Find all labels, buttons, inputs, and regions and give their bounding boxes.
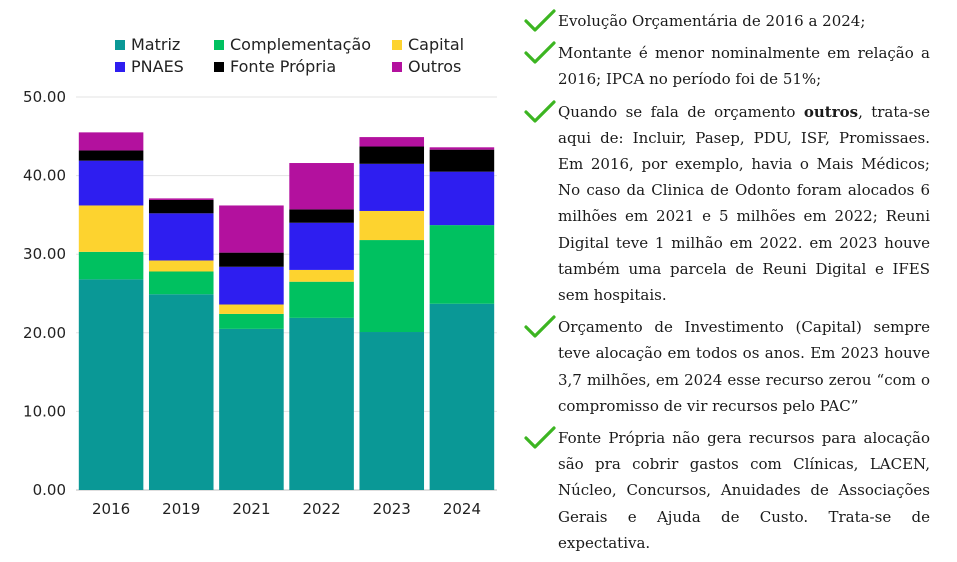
note-text: Orçamento de Investimento (Capital) semp… (558, 318, 930, 415)
bar-segment (359, 240, 425, 333)
note-outros: Quando se fala de orçamento outros, trat… (520, 99, 930, 309)
note-fonte-propria: Fonte Própria não gera recursos para alo… (520, 425, 930, 556)
bar-segment (429, 149, 495, 172)
legend-label: Fonte Própria (230, 57, 336, 76)
bar-segment (359, 163, 425, 211)
x-tick-label: 2022 (302, 500, 340, 518)
bar-segment (219, 313, 284, 329)
bar-segment (219, 328, 284, 490)
chart-gridlines (76, 96, 497, 491)
bar-segment (219, 205, 284, 253)
bar-segment (289, 222, 354, 270)
bar-segment (78, 160, 144, 206)
legend-label: Outros (408, 57, 461, 76)
legend-label: Capital (408, 35, 464, 54)
legend-swatch (115, 40, 125, 50)
bar-segment (148, 213, 214, 261)
x-tick-label: 2016 (92, 500, 130, 518)
legend-swatch (214, 62, 224, 72)
note-text-end: , trata-se aqui de: Incluir, Pasep, PDU,… (558, 102, 930, 305)
legend-swatch (392, 62, 402, 72)
green-checkmark-icon (524, 41, 556, 65)
y-tick-label: 40.00 (23, 167, 66, 185)
bar-segment (78, 150, 144, 161)
note-text-bold: outros (803, 102, 859, 121)
chart-legend: Matriz Complementação Capital PNAES Fonte Pr… (115, 35, 464, 76)
y-tick-label: 50.00 (23, 88, 66, 106)
legend-label: Matriz (131, 35, 180, 54)
bar-segment (148, 260, 214, 272)
x-axis: 2016 2019 2021 2022 2023 2024 (92, 500, 481, 518)
legend-swatch (214, 40, 224, 50)
bar-segment (429, 171, 495, 226)
note-evolucao: Evolução Orçamentária de 2016 a 2024; (520, 8, 930, 34)
note-text: Fonte Própria não gera recursos para alo… (558, 429, 930, 552)
bar-segment (289, 317, 354, 490)
legend-swatch (115, 62, 125, 72)
note-text-start: Quando se fala de orçamento (558, 102, 804, 121)
bar-segment (289, 209, 354, 223)
green-checkmark-icon (524, 100, 556, 124)
bar-segment (148, 294, 214, 490)
y-tick-label: 20.00 (23, 324, 66, 342)
bar-segment (78, 132, 144, 151)
y-tick-label: 10.00 (23, 402, 66, 420)
y-tick-label: 30.00 (23, 245, 66, 263)
bar-segment (148, 199, 214, 214)
y-axis: 0.00 10.00 20.00 30.00 40.00 50.00 (23, 88, 66, 499)
legend-swatch (392, 40, 402, 50)
green-checkmark-icon (524, 9, 556, 33)
bar-segment (78, 205, 144, 252)
x-tick-label: 2024 (443, 500, 481, 518)
note-text: Quando se fala de orçamento outros, trat… (558, 99, 930, 309)
bar-segment (148, 198, 214, 200)
stacked-bar-chart: Matriz Complementação Capital PNAES Fonte Pr… (23, 35, 497, 518)
notes-panel: Evolução Orçamentária de 2016 a 2024; Mo… (520, 8, 930, 562)
bar-segment (429, 225, 495, 304)
note-text: Evolução Orçamentária de 2016 a 2024; (558, 12, 866, 30)
y-tick-label: 0.00 (33, 481, 66, 499)
green-checkmark-icon (524, 426, 556, 450)
bar-segment (148, 271, 214, 295)
bar-segment (429, 147, 495, 150)
note-montante: Montante é menor nominalmente em relação… (520, 40, 930, 92)
x-tick-label: 2023 (373, 500, 411, 518)
legend-label: Complementação (230, 35, 371, 54)
note-capital: Orçamento de Investimento (Capital) semp… (520, 314, 930, 419)
bar-segment (359, 332, 425, 490)
bar-segment (429, 303, 495, 490)
bar-segment (78, 279, 144, 490)
bar-segment (359, 146, 425, 164)
bar-segment (219, 304, 284, 314)
bar-segment (219, 266, 284, 305)
bar-segment (359, 210, 425, 241)
bar-segment (289, 281, 354, 318)
green-checkmark-icon (524, 315, 556, 339)
bar-segment (289, 163, 354, 210)
chart-bars (78, 132, 495, 490)
bar-segment (359, 137, 425, 147)
bar-segment (289, 269, 354, 282)
bar-segment (78, 251, 144, 280)
note-text: Montante é menor nominalmente em relação… (558, 44, 930, 89)
legend-label: PNAES (131, 57, 184, 76)
bar-segment (219, 252, 284, 267)
x-tick-label: 2021 (232, 500, 270, 518)
x-tick-label: 2019 (162, 500, 200, 518)
